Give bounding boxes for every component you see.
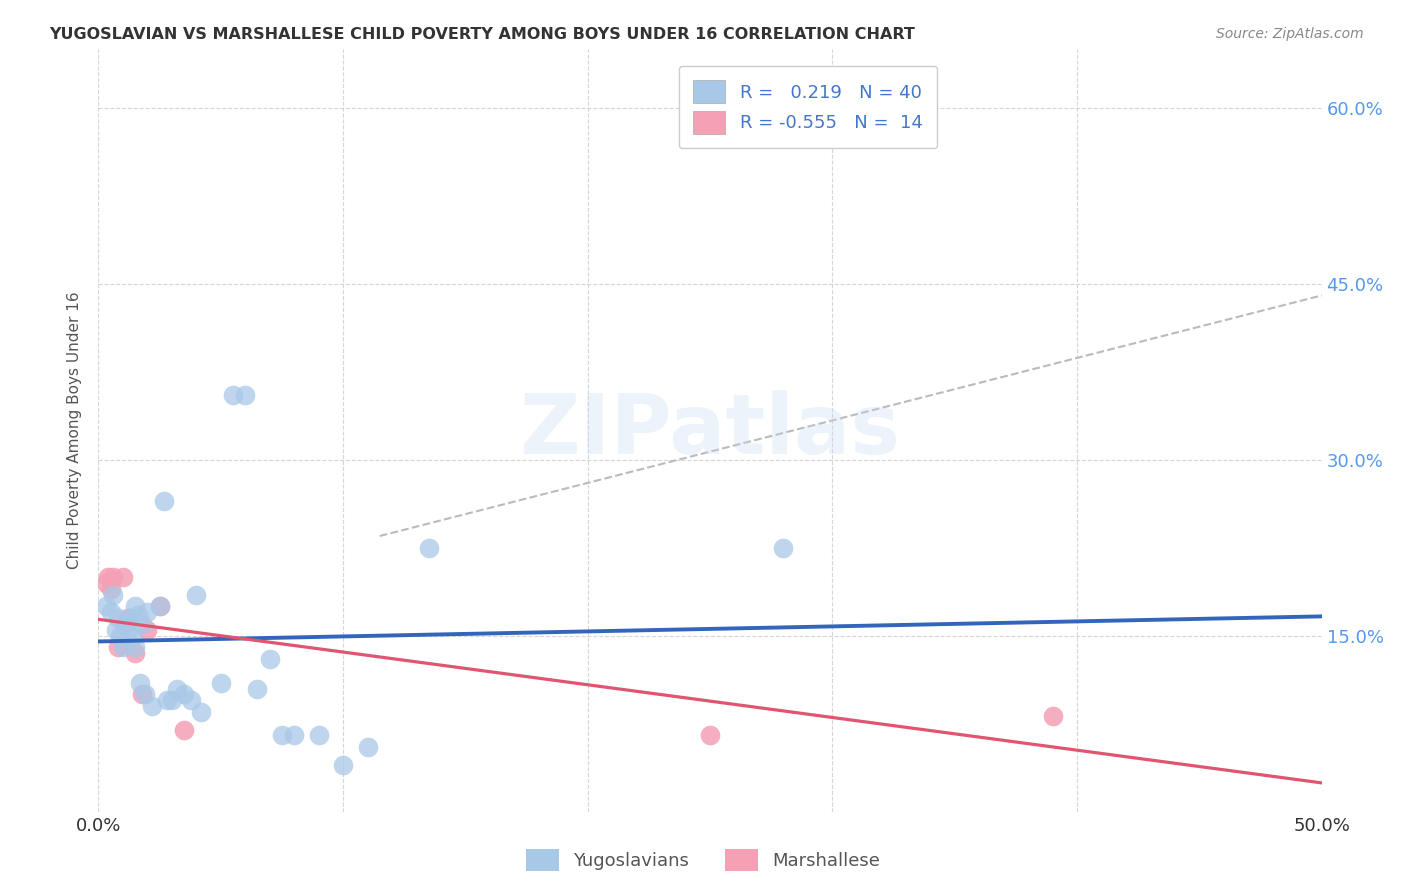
Point: [117, 611, 139, 625]
Point: [149, 599, 172, 614]
Point: [332, 757, 354, 772]
Point: [107, 640, 129, 655]
Point: [107, 611, 129, 625]
Point: [127, 607, 149, 622]
Point: [1042, 708, 1064, 723]
Point: [246, 681, 269, 696]
Point: [772, 541, 794, 555]
Point: [124, 646, 146, 660]
Point: [136, 605, 159, 619]
Point: [94, 599, 117, 614]
Point: [160, 693, 183, 707]
Point: [111, 570, 134, 584]
Point: [173, 687, 195, 701]
Point: [101, 588, 124, 602]
Text: Source: ZipAtlas.com: Source: ZipAtlas.com: [1216, 27, 1364, 41]
Point: [699, 728, 721, 742]
Point: [134, 687, 156, 701]
Point: [131, 617, 153, 632]
Point: [114, 617, 136, 632]
Point: [136, 623, 159, 637]
Point: [124, 599, 146, 614]
Point: [101, 570, 124, 584]
Point: [131, 687, 153, 701]
Point: [283, 728, 305, 742]
Point: [100, 582, 122, 596]
Point: [356, 740, 378, 755]
Point: [180, 693, 202, 707]
Text: YUGOSLAVIAN VS MARSHALLESE CHILD POVERTY AMONG BOYS UNDER 16 CORRELATION CHART: YUGOSLAVIAN VS MARSHALLESE CHILD POVERTY…: [49, 27, 915, 42]
Point: [173, 723, 195, 737]
Point: [156, 693, 179, 707]
Legend: Yugoslavians, Marshallese: Yugoslavians, Marshallese: [519, 842, 887, 879]
Point: [186, 588, 208, 602]
Point: [308, 728, 330, 742]
Text: ZIPatlas: ZIPatlas: [520, 390, 900, 471]
Point: [259, 652, 281, 666]
Point: [153, 493, 176, 508]
Point: [97, 570, 120, 584]
Point: [110, 629, 132, 643]
Point: [418, 541, 440, 555]
Point: [233, 388, 256, 402]
Point: [120, 611, 142, 625]
Point: [149, 599, 172, 614]
Point: [104, 623, 127, 637]
Point: [270, 728, 294, 742]
Point: [129, 675, 152, 690]
Point: [190, 705, 212, 719]
Point: [124, 640, 146, 655]
Point: [111, 640, 134, 655]
Legend: R =   0.219   N = 40, R = -0.555   N =  14: R = 0.219 N = 40, R = -0.555 N = 14: [679, 66, 938, 148]
Point: [100, 605, 122, 619]
Y-axis label: Child Poverty Among Boys Under 16: Child Poverty Among Boys Under 16: [67, 292, 83, 569]
Point: [94, 576, 117, 591]
Point: [141, 699, 163, 714]
Point: [209, 675, 232, 690]
Point: [166, 681, 188, 696]
Point: [222, 388, 245, 402]
Point: [121, 629, 143, 643]
Point: [117, 623, 139, 637]
